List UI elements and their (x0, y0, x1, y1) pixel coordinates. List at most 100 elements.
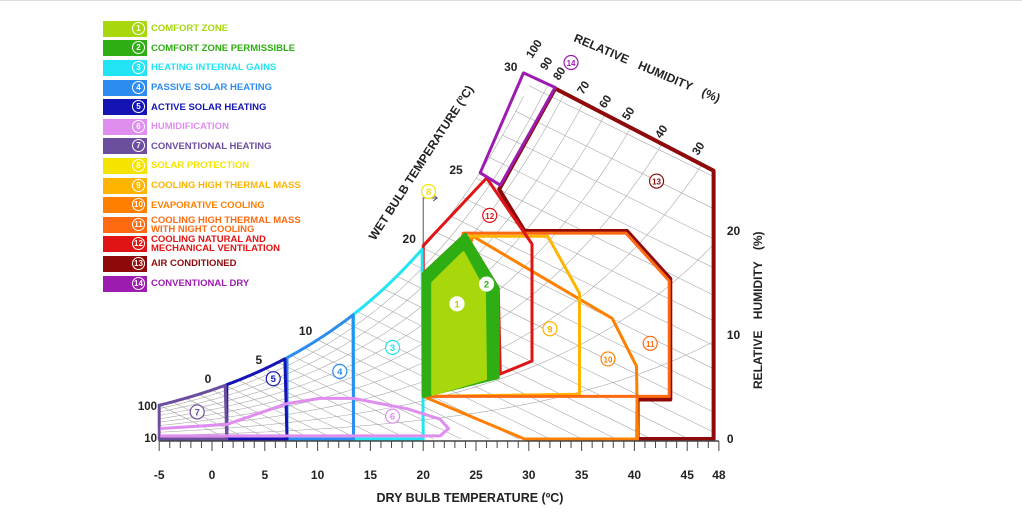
x-tick-label: 15 (364, 468, 378, 482)
rh-tick-label: 70 (575, 79, 592, 96)
legend-swatch: 9 (103, 177, 147, 194)
wet-bulb-line (475, 177, 714, 439)
legend-swatch: 7 (103, 138, 147, 155)
legend-swatch: 10 (103, 197, 147, 214)
legend-number: 4 (132, 80, 145, 94)
wet-bulb-line (264, 368, 408, 439)
legend-label: SOLAR PROTECTION (151, 160, 250, 172)
zone-3-outline (352, 247, 425, 441)
x-tick-label: 25 (469, 468, 483, 482)
legend-swatch: 1 (103, 20, 147, 37)
zone-4-outline (285, 313, 355, 441)
wet-bulb-tick-label: 5 (255, 353, 262, 367)
wet-bulb-line (277, 362, 434, 439)
y-tick-label: 20 (727, 224, 741, 238)
zone-14-marker (563, 54, 579, 71)
legend-swatch: 8 (103, 157, 147, 174)
legend-item-11: 11 COOLING HIGH THERMAL MASS WITH NIGHT C… (103, 215, 326, 235)
wet-bulb-tick-label: 25 (449, 163, 463, 177)
zone-1-marker (449, 296, 465, 312)
legend-swatch: 12 (103, 236, 147, 253)
legend-swatch: 2 (103, 40, 147, 57)
zone-12-marker (482, 207, 498, 223)
legend-item-14: 14 CONVENTIONAL DRY (103, 274, 326, 294)
zone-9-number: 9 (547, 324, 552, 335)
legend-label: HEATING INTERNAL GAINS (151, 62, 277, 74)
legend-number: 1 (132, 21, 145, 35)
wet-bulb-line (436, 232, 714, 439)
zone-1-outline (431, 251, 487, 396)
rh-top-title: RELATIVE HUMIDITY (%) (572, 31, 723, 105)
legend-number: 2 (132, 41, 145, 55)
legend-number: 13 (132, 256, 145, 270)
legend-item-7: 7 CONVENTIONAL HEATING (103, 137, 326, 157)
legend-item-5: 5 ACTIVE SOLAR HEATING (103, 97, 326, 117)
y-tick-label: 0 (727, 432, 734, 446)
legend-label: COOLING HIGH THERMAL MASS WITH NIGHT COO… (151, 214, 301, 235)
wet-bulb-line (291, 355, 462, 439)
wet-bulb-tick-label: 30 (504, 60, 518, 74)
wet-bulb-line (515, 110, 714, 439)
zone-7-outline (157, 383, 229, 441)
rh-tick-label: 40 (653, 123, 670, 140)
legend-swatch: 11 (103, 216, 147, 233)
legend-label: COMFORT ZONE (151, 23, 229, 35)
zone-7-marker (189, 404, 205, 420)
legend-item-13: 13 AIR CONDITIONED (103, 254, 326, 274)
legend-swatch: 13 (103, 255, 147, 272)
wet-bulb-tick-label: 10 (299, 324, 313, 338)
wet-bulb-line (304, 347, 490, 439)
rh-tick-label: 60 (597, 93, 614, 110)
legend-swatch: 14 (103, 275, 147, 292)
legend-label: COOLING HIGH THERMAL MASS (151, 180, 301, 192)
legend-number: 9 (132, 178, 145, 192)
legend-number: 8 (132, 158, 145, 172)
wet-bulb-line (449, 215, 714, 439)
legend-swatch: 6 (103, 118, 147, 135)
zone-3-number: 3 (390, 343, 395, 354)
zone-2-number: 2 (484, 280, 489, 291)
zone-4-marker (332, 363, 348, 379)
legend-item-3: 3 HEATING INTERNAL GAINS (103, 58, 326, 78)
zone-5-number: 5 (271, 374, 277, 385)
zone-5-marker (265, 371, 281, 387)
zone-6-outline (157, 396, 450, 438)
rh-tick-label: 100 (524, 38, 545, 61)
legend-label: PASSIVE SOLAR HEATING (151, 82, 273, 94)
wet-bulb-line (225, 385, 335, 439)
zone-10-number: 10 (604, 355, 613, 364)
zone-11-marker (642, 335, 658, 351)
wet-bulb-line (211, 389, 312, 439)
legend-number: 7 (132, 139, 145, 153)
legend-item-2: 2 COMFORT ZONE PERMISSIBLE (103, 39, 326, 59)
legend-swatch: 4 (103, 79, 147, 96)
zones (157, 71, 716, 441)
left-rh-label: 100 (138, 401, 157, 413)
zone-11-number: 11 (646, 340, 655, 349)
legend-number: 5 (132, 100, 145, 114)
x-tick-label: 48 (712, 468, 726, 482)
legend-item-4: 4 PASSIVE SOLAR HEATING (103, 78, 326, 98)
legend-number: 14 (132, 276, 145, 290)
x-tick-label: 20 (417, 468, 431, 482)
wet-bulb-line (528, 85, 714, 439)
zone-10-marker (600, 351, 616, 367)
legend-item-9: 9 COOLING HIGH THERMAL MASS (103, 176, 326, 196)
zone-6-number: 6 (390, 412, 395, 423)
zone-13-number: 13 (652, 178, 661, 187)
rh-tick-label: 90 (538, 55, 555, 72)
legend-label: CONVENTIONAL HEATING (151, 140, 272, 152)
wet-bulb-line (172, 401, 248, 439)
legend-number: 6 (132, 119, 145, 133)
zone-12-number: 12 (485, 212, 494, 221)
legend-item-1: 1 COMFORT ZONE (103, 19, 326, 39)
x-tick-label: 30 (522, 468, 536, 482)
legend-item-12: 12 COOLING NATURAL AND MECHANICAL VENTILA… (103, 235, 326, 255)
x-axis-title: DRY BULB TEMPERATURE (ºC) (377, 491, 564, 505)
x-tick-label: 35 (575, 468, 589, 482)
legend-number: 10 (132, 198, 145, 212)
legend-item-6: 6 HUMIDIFICATION (103, 117, 326, 137)
wet-bulb-line (159, 404, 228, 439)
legend-item-8: 8 SOLAR PROTECTION (103, 156, 326, 176)
